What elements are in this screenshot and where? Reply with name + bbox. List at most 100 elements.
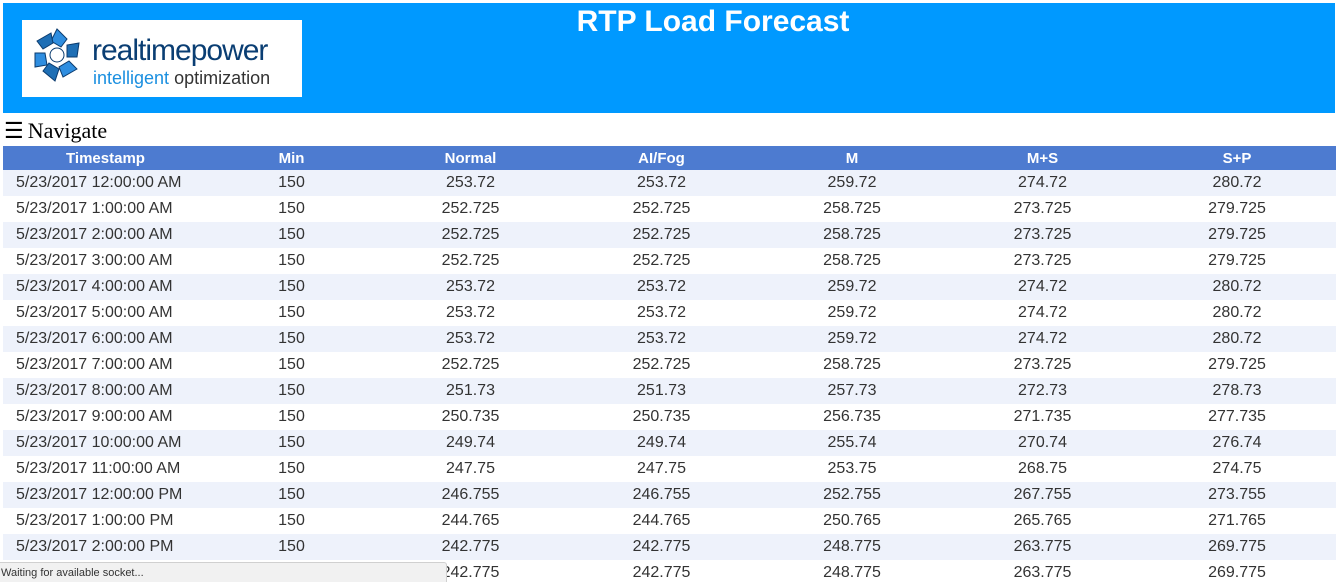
m-cell: 259.72 — [757, 274, 947, 300]
s-p-cell: 269.775 — [1138, 560, 1336, 582]
ai-fog-cell: 249.74 — [566, 430, 757, 456]
m-s-cell: 273.725 — [947, 196, 1138, 222]
ai-fog-cell: 253.72 — [566, 326, 757, 352]
normal-cell: 252.725 — [375, 222, 566, 248]
ai-fog-cell: 250.735 — [566, 404, 757, 430]
s-p-cell: 280.72 — [1138, 300, 1336, 326]
timestamp-cell: 5/23/2017 7:00:00 AM — [3, 352, 208, 378]
s-p-cell: 279.725 — [1138, 248, 1336, 274]
browser-status-bar: Waiting for available socket... — [0, 562, 447, 582]
s-p-cell: 279.725 — [1138, 222, 1336, 248]
ai-fog-cell: 253.72 — [566, 170, 757, 196]
column-header-normal[interactable]: Normal — [375, 146, 566, 170]
m-cell: 258.725 — [757, 352, 947, 378]
m-cell: 258.725 — [757, 222, 947, 248]
min-cell: 150 — [208, 326, 375, 352]
m-cell: 252.755 — [757, 482, 947, 508]
column-header-timestamp[interactable]: Timestamp — [3, 146, 208, 170]
column-header-m-s[interactable]: M+S — [947, 146, 1138, 170]
m-s-cell: 272.73 — [947, 378, 1138, 404]
m-s-cell: 270.74 — [947, 430, 1138, 456]
page-header: realtimepower intelligent optimization R… — [3, 3, 1335, 113]
m-cell: 248.775 — [757, 560, 947, 582]
min-cell: 150 — [208, 222, 375, 248]
timestamp-cell: 5/23/2017 9:00:00 AM — [3, 404, 208, 430]
s-p-cell: 277.735 — [1138, 404, 1336, 430]
logo-tagline: intelligent optimization — [93, 68, 270, 88]
normal-cell: 247.75 — [375, 456, 566, 482]
page-title: RTP Load Forecast — [576, 5, 850, 38]
m-cell: 253.75 — [757, 456, 947, 482]
hamburger-menu-icon: ☰ — [4, 118, 24, 143]
ai-fog-cell: 242.775 — [566, 560, 757, 582]
timestamp-cell: 5/23/2017 4:00:00 AM — [3, 274, 208, 300]
normal-cell: 253.72 — [375, 326, 566, 352]
table-row: 5/23/2017 12:00:00 AM 150 253.72 253.72 259.… — [3, 170, 1336, 196]
table-row: 5/23/2017 6:00:00 AM 150 253.72 253.72 259.7… — [3, 326, 1336, 352]
m-s-cell: 273.725 — [947, 352, 1138, 378]
table-row: 5/23/2017 7:00:00 AM 150 252.725 252.725 258… — [3, 352, 1336, 378]
timestamp-cell: 5/23/2017 2:00:00 AM — [3, 222, 208, 248]
s-p-cell: 273.755 — [1138, 482, 1336, 508]
m-cell: 259.72 — [757, 170, 947, 196]
timestamp-cell: 5/23/2017 1:00:00 PM — [3, 508, 208, 534]
s-p-cell: 278.73 — [1138, 378, 1336, 404]
m-s-cell: 263.775 — [947, 534, 1138, 560]
column-header-min[interactable]: Min — [208, 146, 375, 170]
m-s-cell: 274.72 — [947, 300, 1138, 326]
s-p-cell: 271.765 — [1138, 508, 1336, 534]
s-p-cell: 279.725 — [1138, 352, 1336, 378]
table-row: 5/23/2017 2:00:00 AM 150 252.725 252.725 258… — [3, 222, 1336, 248]
ai-fog-cell: 244.765 — [566, 508, 757, 534]
logo-tagline-rest: optimization — [174, 68, 271, 88]
table-row: 5/23/2017 4:00:00 AM 150 253.72 253.72 259.7… — [3, 274, 1336, 300]
normal-cell: 253.72 — [375, 300, 566, 326]
m-cell: 255.74 — [757, 430, 947, 456]
min-cell: 150 — [208, 534, 375, 560]
normal-cell: 253.72 — [375, 170, 566, 196]
logo-mark-icon — [34, 28, 80, 82]
min-cell: 150 — [208, 170, 375, 196]
m-cell: 256.735 — [757, 404, 947, 430]
m-s-cell: 274.72 — [947, 170, 1138, 196]
ai-fog-cell: 247.75 — [566, 456, 757, 482]
s-p-cell: 274.75 — [1138, 456, 1336, 482]
ai-fog-cell: 252.725 — [566, 352, 757, 378]
m-s-cell: 267.755 — [947, 482, 1138, 508]
logo-tagline-accent: intelligent — [93, 68, 170, 88]
navigate-menu-button[interactable]: ☰ Navigate — [4, 117, 107, 145]
timestamp-cell: 5/23/2017 3:00:00 AM — [3, 248, 208, 274]
timestamp-cell: 5/23/2017 5:00:00 AM — [3, 300, 208, 326]
m-s-cell: 273.725 — [947, 248, 1138, 274]
normal-cell: 253.72 — [375, 274, 566, 300]
column-header-s-p[interactable]: S+P — [1138, 146, 1336, 170]
realtimepower-logo: realtimepower intelligent optimization — [22, 20, 302, 97]
m-cell: 259.72 — [757, 326, 947, 352]
table-header-row: Timestamp Min Normal AI/Fog M M+S S+P — [3, 146, 1336, 170]
table-row: 5/23/2017 1:00:00 PM 150 244.765 244.765 250… — [3, 508, 1336, 534]
m-cell: 258.725 — [757, 196, 947, 222]
ai-fog-cell: 242.775 — [566, 534, 757, 560]
timestamp-cell: 5/23/2017 10:00:00 AM — [3, 430, 208, 456]
timestamp-cell: 5/23/2017 6:00:00 AM — [3, 326, 208, 352]
table-row: 5/23/2017 12:00:00 PM 150 246.755 246.755 25… — [3, 482, 1336, 508]
timestamp-cell: 5/23/2017 1:00:00 AM — [3, 196, 208, 222]
min-cell: 150 — [208, 274, 375, 300]
table-row: 5/23/2017 1:00:00 AM 150 252.725 252.725 258… — [3, 196, 1336, 222]
m-s-cell: 273.725 — [947, 222, 1138, 248]
m-s-cell: 274.72 — [947, 326, 1138, 352]
normal-cell: 252.725 — [375, 248, 566, 274]
min-cell: 150 — [208, 404, 375, 430]
ai-fog-cell: 252.725 — [566, 196, 757, 222]
normal-cell: 251.73 — [375, 378, 566, 404]
normal-cell: 242.775 — [375, 534, 566, 560]
min-cell: 150 — [208, 300, 375, 326]
m-cell: 248.775 — [757, 534, 947, 560]
m-s-cell: 268.75 — [947, 456, 1138, 482]
min-cell: 150 — [208, 352, 375, 378]
s-p-cell: 280.72 — [1138, 170, 1336, 196]
column-header-m[interactable]: M — [757, 146, 947, 170]
normal-cell: 244.765 — [375, 508, 566, 534]
column-header-ai-fog[interactable]: AI/Fog — [566, 146, 757, 170]
s-p-cell: 280.72 — [1138, 274, 1336, 300]
